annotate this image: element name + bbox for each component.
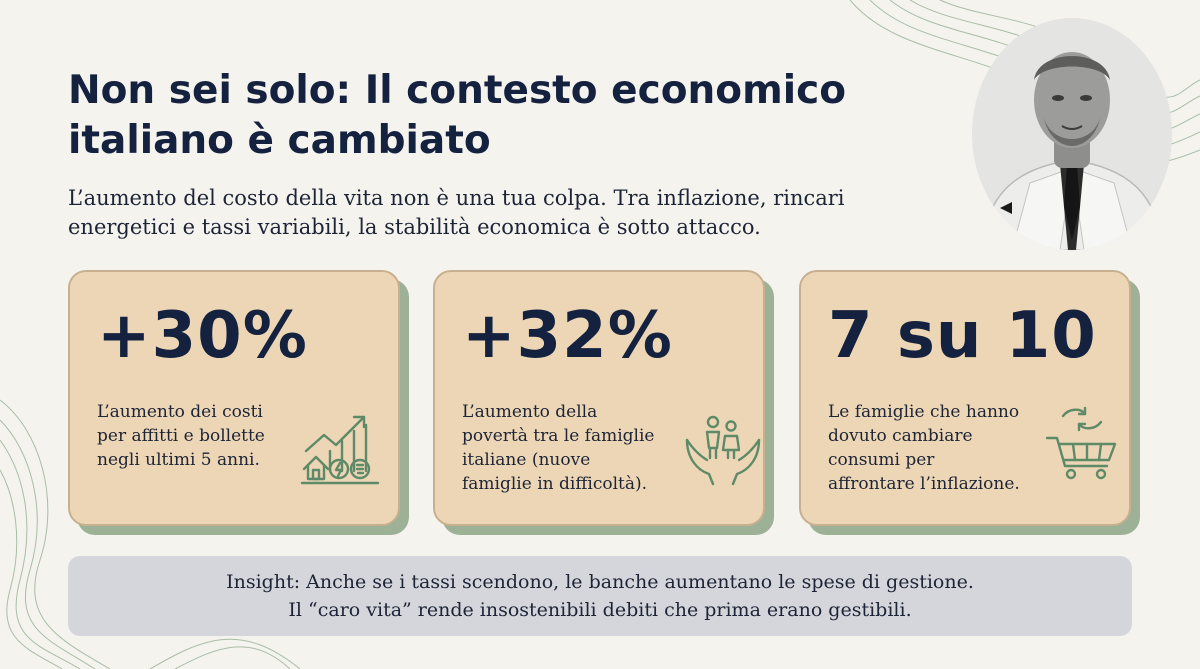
stat-description-line: consumi per bbox=[828, 450, 935, 470]
stat-description-line: L’aumento della bbox=[462, 402, 598, 422]
stat-description-line: L’aumento dei costi bbox=[97, 402, 263, 422]
stat-description: L’aumento dei costi per affitti e bollet… bbox=[97, 400, 309, 472]
stat-value: +32% bbox=[462, 299, 673, 373]
stat-description: L’aumento della povertà tra le famiglie … bbox=[462, 400, 674, 496]
stat-card-rent-bills: +30% L’aumento dei costi per affitti e b… bbox=[68, 270, 409, 535]
page-title-line-2: italiano è cambiato bbox=[68, 118, 491, 163]
stat-description-line: affrontare l’inflazione. bbox=[828, 474, 1020, 494]
insight-banner: Insight: Anche se i tassi scendono, le b… bbox=[68, 556, 1132, 636]
insight-line-1: Insight: Anche se i tassi scendono, le b… bbox=[226, 571, 974, 593]
stat-description-line: per affitti e bollette bbox=[97, 426, 265, 446]
page-title: Non sei solo: Il contesto economico ital… bbox=[68, 66, 928, 166]
stat-card-consumption: 7 su 10 Le famiglie che hanno dovuto cam… bbox=[799, 270, 1140, 535]
card-body: 7 su 10 Le famiglie che hanno dovuto cam… bbox=[799, 270, 1131, 526]
stat-value: 7 su 10 bbox=[828, 299, 1097, 373]
stat-value: +30% bbox=[97, 299, 308, 373]
card-body: +32% L’aumento della povertà tra le fami… bbox=[433, 270, 765, 526]
insight-line-2: Il “caro vita” rende insostenibili debit… bbox=[288, 599, 912, 621]
stat-description-line: negli ultimi 5 anni. bbox=[97, 450, 260, 470]
stat-description: Le famiglie che hanno dovuto cambiare co… bbox=[828, 400, 1056, 496]
shopping-cart-swap-icon bbox=[1045, 406, 1117, 480]
card-body: +30% L’aumento dei costi per affitti e b… bbox=[68, 270, 400, 526]
stat-description-line: Le famiglie che hanno bbox=[828, 402, 1020, 422]
house-energy-growth-icon bbox=[300, 415, 380, 485]
stat-description-line: famiglie in difficoltà). bbox=[462, 474, 648, 494]
stat-description-line: dovuto cambiare bbox=[828, 426, 973, 446]
stat-card-poverty: +32% L’aumento della povertà tra le fami… bbox=[433, 270, 774, 535]
family-in-hands-icon bbox=[685, 415, 761, 486]
stat-description-line: povertà tra le famiglie bbox=[462, 426, 655, 446]
page-subtitle-line-2: energetici e tassi variabili, la stabili… bbox=[68, 215, 761, 239]
page-subtitle-line-1: L’aumento del costo della vita non è una… bbox=[68, 186, 845, 210]
stat-description-line: italiane (nuove bbox=[462, 450, 591, 470]
page-subtitle: L’aumento del costo della vita non è una… bbox=[68, 184, 958, 242]
page-title-line-1: Non sei solo: Il contesto economico bbox=[68, 68, 847, 113]
presenter-portrait bbox=[972, 18, 1172, 250]
